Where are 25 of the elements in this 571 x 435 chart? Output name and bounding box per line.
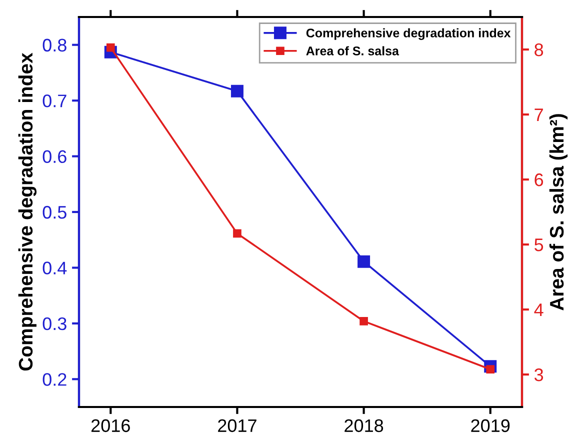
point — [358, 255, 370, 268]
x-tick-label: 2018 — [344, 419, 384, 432]
y-axis-title: Comprehensive degradation index — [18, 52, 37, 371]
y-tick-label: 0.4 — [42, 262, 67, 274]
y2-tick-label: 5 — [534, 238, 544, 252]
y-tick-label: 0.3 — [42, 317, 66, 330]
y-tick-label: 0.7 — [42, 94, 66, 108]
y2-tick-label: 6 — [534, 173, 544, 186]
y2-tick-label: 3 — [534, 368, 544, 382]
y2-tick-label: 8 — [534, 43, 544, 56]
legend-label: Area of S. salsa — [306, 46, 400, 56]
y2-axis-title: Area of S. salsa (km²) — [549, 114, 568, 310]
x-tick-label: 2016 — [91, 419, 130, 432]
point — [233, 229, 242, 238]
y2-tick-label: 4 — [534, 304, 544, 316]
legend-label: Comprehensive degradation index — [306, 28, 511, 40]
point — [230, 84, 244, 98]
y-tick-label: 0.8 — [42, 38, 66, 52]
y-tick-label: 0.6 — [42, 150, 66, 164]
y2-tick-label: 7 — [534, 108, 543, 122]
x-tick-label: 2019 — [471, 419, 510, 432]
y-tick-label: 0.2 — [42, 373, 66, 386]
x-tick-label: 2017 — [218, 419, 256, 432]
point — [360, 317, 368, 326]
y-tick-label: 0.5 — [42, 206, 66, 219]
